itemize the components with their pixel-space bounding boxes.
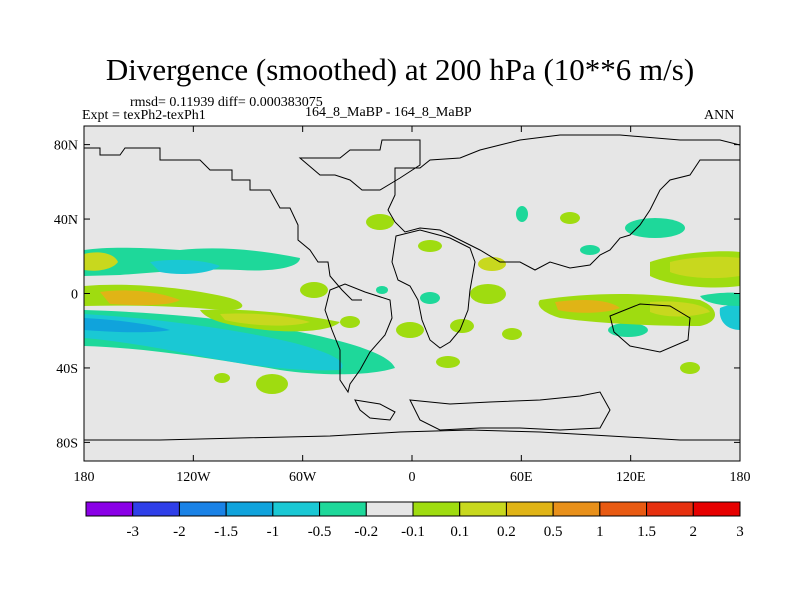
neg-0.5-north-patch bbox=[150, 259, 220, 274]
colorbar-label: 1.5 bbox=[637, 524, 656, 540]
pos-0.5-eq-core bbox=[100, 290, 180, 306]
coastlines bbox=[84, 134, 740, 441]
north-america-outline bbox=[84, 147, 362, 301]
y-tick-label: 40N bbox=[54, 213, 78, 228]
colorbar-swatch bbox=[552, 501, 601, 517]
neg-patch-2 bbox=[625, 218, 685, 238]
shaded-field bbox=[84, 206, 740, 394]
australia-outline bbox=[609, 303, 691, 353]
pos-patch-2 bbox=[418, 240, 442, 252]
y-tick-label: 40S bbox=[56, 362, 78, 377]
x-tick-label: 120W bbox=[176, 470, 211, 485]
pos-0.5-south-core bbox=[220, 313, 310, 326]
pos-patch-8 bbox=[340, 316, 360, 328]
pos-patch-7 bbox=[300, 282, 328, 298]
neg-wpac-edge bbox=[719, 304, 740, 330]
neg-0.2-wpac-edge bbox=[700, 292, 740, 306]
antarctic-peninsula-outline bbox=[354, 399, 396, 421]
colorbar-swatch bbox=[132, 501, 180, 517]
colorbar-label: 3 bbox=[736, 524, 744, 540]
colorbar-swatch bbox=[85, 501, 134, 517]
colorbar-label: -0.5 bbox=[308, 524, 332, 540]
y-tick-label: 80S bbox=[56, 436, 78, 451]
x-tick-label: 180 bbox=[730, 470, 751, 485]
pos-patch-13 bbox=[502, 328, 522, 340]
pos-0.5-wpac-south-core bbox=[555, 300, 620, 313]
pos-patch-4 bbox=[560, 212, 580, 224]
colorbar-label: -1.5 bbox=[214, 524, 238, 540]
pos-patch-14 bbox=[680, 362, 700, 374]
colorbar-label: 1 bbox=[596, 524, 604, 540]
colorbar-swatch bbox=[178, 501, 227, 517]
colorbar-label: -0.2 bbox=[354, 524, 378, 540]
africa-outline bbox=[391, 229, 476, 349]
neg-patch-1 bbox=[516, 206, 528, 222]
pos-patch-12 bbox=[436, 356, 460, 368]
y-tick-label: 80N bbox=[54, 139, 78, 154]
pos-0.5-wpac-core bbox=[670, 256, 740, 279]
neg-patch-3 bbox=[420, 292, 440, 304]
x-tick-label: 180 bbox=[74, 470, 95, 485]
colorbar-label: 2 bbox=[690, 524, 698, 540]
neg-1-south-core bbox=[84, 318, 170, 333]
colorbar-swatch bbox=[599, 501, 648, 517]
neg-patch-5 bbox=[608, 323, 648, 337]
east-antarctic-outline bbox=[409, 391, 611, 431]
colorbar: -3 -2 -1.5 -1 -0.5 -0.2 -0.1 0.1 0.2 0.5 1 1.5 2 3 bbox=[85, 501, 744, 540]
colorbar-swatch bbox=[412, 501, 461, 517]
colorbar-swatch bbox=[692, 501, 741, 517]
colorbar-label: 0.1 bbox=[450, 524, 469, 540]
colorbar-label: 0.2 bbox=[497, 524, 516, 540]
x-tick-label: 60W bbox=[289, 470, 317, 485]
antarctica-outline bbox=[84, 429, 740, 441]
colorbar-label: -3 bbox=[126, 524, 139, 540]
greenland-outline bbox=[298, 139, 421, 191]
colorbar-label: -2 bbox=[173, 524, 186, 540]
pos-patch-9 bbox=[396, 322, 424, 338]
colorbar-swatch bbox=[225, 501, 274, 517]
pos-patch-15 bbox=[580, 245, 600, 255]
colorbar-swatch bbox=[365, 501, 414, 517]
y-tick-label: 0 bbox=[71, 288, 78, 303]
eurasia-outline bbox=[387, 134, 740, 271]
pos-patch-1 bbox=[366, 214, 394, 230]
colorbar-label: -0.1 bbox=[401, 524, 425, 540]
colorbar-swatch bbox=[646, 501, 694, 517]
x-tick-label: 0 bbox=[409, 470, 416, 485]
colorbar-swatch bbox=[459, 501, 507, 517]
neg-patch-4 bbox=[376, 286, 388, 294]
colorbar-label: 0.5 bbox=[544, 524, 563, 540]
pos-patch-6 bbox=[214, 373, 230, 383]
pos-patch-5 bbox=[256, 374, 288, 394]
map-axes: 180 120W 60W 0 60E 120E 180 80N 40N 0 40S 80S bbox=[54, 126, 751, 485]
pos-patch-3 bbox=[478, 257, 506, 271]
cases-label: 164_8_MaBP - 164_8_MaBP bbox=[305, 105, 472, 120]
pos-patch-11 bbox=[470, 284, 506, 304]
stats-text: rmsd= 0.11939 diff= 0.000383075 bbox=[130, 95, 323, 110]
x-tick-label: 120E bbox=[616, 470, 646, 485]
chart-title: Divergence (smoothed) at 200 hPa (10**6 … bbox=[105, 52, 695, 87]
experiment-label: Expt = texPh2-texPh1 bbox=[82, 108, 206, 123]
pos-0.2-npac-band bbox=[84, 252, 118, 271]
x-tick-label: 60E bbox=[510, 470, 533, 485]
season-label: ANN bbox=[704, 108, 735, 123]
south-america-outline bbox=[324, 283, 393, 394]
colorbar-swatch bbox=[505, 501, 554, 517]
colorbar-swatch bbox=[272, 501, 321, 517]
colorbar-label: -1 bbox=[267, 524, 280, 540]
colorbar-swatch bbox=[319, 501, 367, 517]
